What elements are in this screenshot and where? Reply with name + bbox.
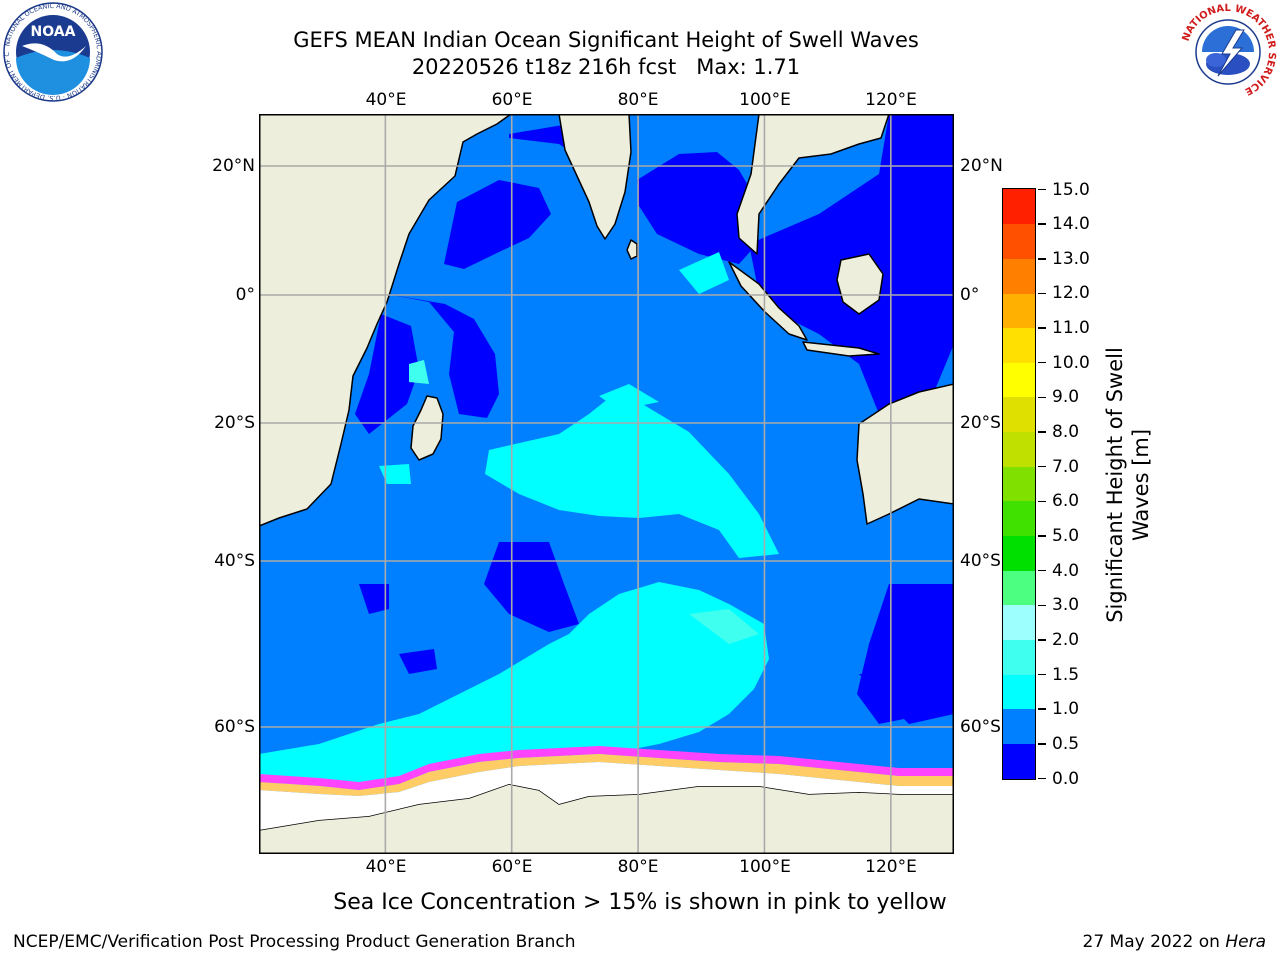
lon-tick-top-100: 100°E (739, 90, 791, 110)
footer-date-text: 27 May 2022 on (1082, 932, 1226, 952)
lon-tick-bottom-120: 120°E (865, 857, 917, 877)
colorbar-tick-mark (1038, 708, 1046, 710)
colorbar-segment (1003, 258, 1035, 294)
colorbar-tick-label: 7.0 (1052, 456, 1080, 477)
colorbar-tick-label: 2.0 (1052, 629, 1080, 650)
lon-tick-bottom-100: 100°E (739, 857, 791, 877)
lat-tick-right-60s: 60°S (960, 717, 1001, 737)
colorbar-segment (1003, 327, 1035, 363)
colorbar-tick-label: 0.0 (1052, 768, 1080, 789)
map-canvas (259, 114, 954, 854)
noaa-logo: NATIONAL OCEANIC AND ATMOSPHERIC ADMINIS… (2, 2, 103, 102)
colorbar-tick-label: 10.0 (1052, 352, 1090, 373)
graticule (259, 114, 954, 854)
colorbar-tick-mark (1038, 777, 1046, 780)
colorbar-tick-label: 5.0 (1052, 525, 1080, 546)
colorbar-tick-mark (1038, 361, 1046, 364)
colorbar-segment (1003, 535, 1035, 571)
colorbar-segment (1003, 570, 1035, 606)
colorbar-tick-label: 15.0 (1052, 179, 1090, 200)
colorbar-segment (1003, 674, 1035, 710)
lat-tick-left-20n: 20°N (212, 156, 255, 176)
lat-tick-right-0: 0° (960, 285, 980, 305)
lon-tick-top-40: 40°E (365, 90, 407, 110)
sea-ice-note: Sea Ice Concentration > 15% is shown in … (333, 890, 947, 915)
colorbar-tick-mark (1038, 258, 1046, 260)
colorbar-tick-label: 1.5 (1052, 664, 1080, 685)
lat-tick-right-40s: 40°S (960, 551, 1001, 571)
lat-tick-left-40s: 40°S (214, 551, 255, 571)
colorbar-tick-label: 8.0 (1052, 422, 1080, 443)
lon-tick-bottom-80: 80°E (617, 857, 659, 877)
colorbar-tick-mark (1038, 569, 1046, 572)
lat-tick-left-20s: 20°S (214, 413, 255, 433)
colorbar-tick-mark (1038, 327, 1046, 329)
colorbar-tick-label: 3.0 (1052, 595, 1080, 616)
colorbar-segment (1003, 292, 1035, 329)
lon-tick-bottom-40: 40°E (365, 857, 407, 877)
title-line-2: 20220526 t18z 216h fcst Max: 1.71 (411, 55, 801, 79)
colorbar-segment (1003, 431, 1035, 467)
lat-tick-right-20s: 20°S (960, 413, 1001, 433)
sea-ice (259, 746, 954, 830)
colorbar-segment (1003, 604, 1035, 640)
colorbar-tick-mark (1038, 223, 1046, 225)
colorbar-tick-label: 6.0 (1052, 491, 1080, 512)
colorbar-tick-mark (1038, 188, 1046, 191)
lon-tick-bottom-60: 60°E (491, 857, 533, 877)
colorbar-tick-mark (1038, 500, 1046, 503)
colorbar-tick-label: 9.0 (1052, 387, 1080, 408)
colorbar-tick-mark (1038, 604, 1046, 606)
lon-tick-top-80: 80°E (617, 90, 659, 110)
colorbar-tick-mark (1038, 639, 1046, 641)
colorbar-tick-label: 0.5 (1052, 733, 1080, 754)
lon-tick-top-120: 120°E (865, 90, 917, 110)
colorbar (1002, 188, 1036, 780)
footer-machine: Hera (1225, 932, 1266, 952)
colorbar-segment (1003, 362, 1035, 398)
title-line-1: GEFS MEAN Indian Ocean Significant Heigh… (293, 28, 919, 52)
colorbar-tick-mark (1038, 743, 1046, 745)
colorbar-title: Significant Height of Swell Waves [m] (1102, 347, 1154, 623)
colorbar-segment (1003, 708, 1035, 744)
footer-date: 27 May 2022 on Hera (1083, 932, 1267, 952)
colorbar-title-line-2: Waves [m] (1129, 428, 1153, 542)
footer-credit: NCEP/EMC/Verification Post Processing Pr… (13, 932, 576, 952)
swell-band-1.0-1.5 (259, 252, 779, 790)
colorbar-segment (1003, 189, 1035, 225)
colorbar-segment (1003, 223, 1035, 259)
colorbar-title-line-1: Significant Height of Swell (1103, 347, 1127, 623)
colorbar-segment (1003, 396, 1035, 433)
colorbar-segment (1003, 466, 1035, 502)
colorbar-tick-mark (1038, 535, 1046, 537)
noaa-logo-text: NOAA (31, 24, 76, 40)
lat-tick-right-20n: 20°N (960, 156, 1003, 176)
nws-logo: NATIONAL WEATHER SERVICE (1180, 3, 1277, 100)
colorbar-tick-label: 11.0 (1052, 318, 1090, 339)
colorbar-tick-label: 14.0 (1052, 214, 1090, 235)
lat-tick-left-60s: 60°S (214, 717, 255, 737)
swell-band-1.5-2.0 (409, 360, 759, 644)
colorbar-tick-mark (1038, 465, 1046, 468)
colorbar-tick-mark (1038, 431, 1046, 433)
colorbar-tick-mark (1038, 292, 1046, 295)
colorbar-tick-label: 12.0 (1052, 283, 1090, 304)
colorbar-segment (1003, 500, 1035, 537)
swell-height-map (259, 114, 954, 854)
chart-title: GEFS MEAN Indian Ocean Significant Heigh… (0, 27, 1212, 81)
colorbar-tick-mark (1038, 396, 1046, 399)
map-frame (259, 114, 954, 854)
colorbar-tick-mark (1038, 673, 1046, 676)
colorbar-tick-label: 4.0 (1052, 560, 1080, 581)
colorbar-segment (1003, 639, 1035, 675)
lon-tick-top-60: 60°E (491, 90, 533, 110)
colorbar-tick-label: 1.0 (1052, 699, 1080, 720)
colorbar-segment (1003, 743, 1035, 779)
colorbar-tick-label: 13.0 (1052, 248, 1090, 269)
lat-tick-left-0: 0° (235, 285, 255, 305)
